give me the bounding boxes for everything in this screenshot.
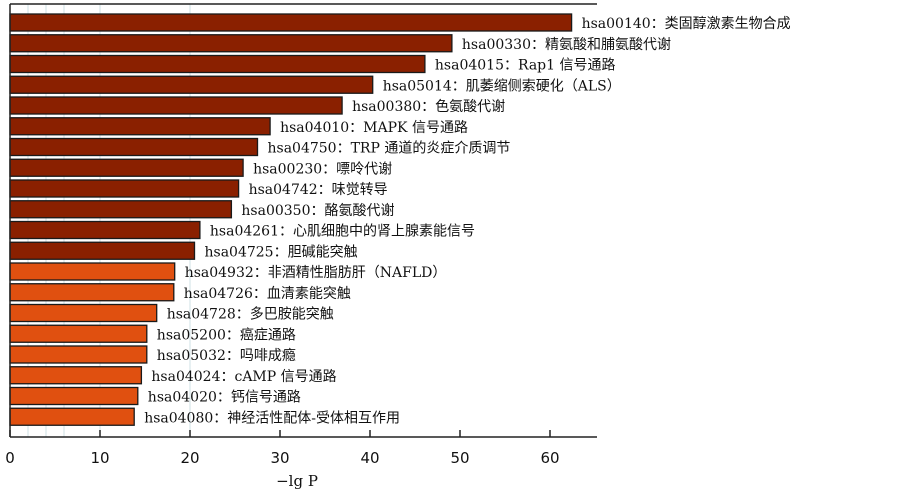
bar-label: hsa04080：神经活性配体-受体相互作用: [144, 410, 400, 426]
bar: [9, 54, 426, 74]
bar: [9, 303, 158, 323]
bar-label: hsa00350：酪氨酸代谢: [241, 203, 394, 219]
bar-label: hsa04010：MAPK 信号通路: [280, 120, 468, 136]
bar: [9, 324, 148, 343]
bar: [9, 241, 196, 260]
bar-label: hsa00140：类固醇激素生物合成: [582, 15, 791, 32]
bar-label: hsa05200：癌症通路: [157, 327, 296, 343]
bar: [9, 34, 453, 53]
tick-label: 60: [540, 449, 559, 467]
bar: [9, 96, 343, 115]
bar-label: hsa04020：钙信号通路: [148, 390, 301, 406]
bar: [9, 262, 176, 281]
bar-label: hsa04261：心肌细胞中的肾上腺素能信号: [210, 224, 475, 240]
tick-label: 0: [5, 449, 15, 467]
bar: [9, 220, 201, 240]
bar-label: hsa04932：非酒精性脂肪肝（NAFLD）: [185, 265, 447, 281]
bar-label: hsa04750：TRP 通道的炎症介质调节: [268, 141, 511, 157]
tick-label: 30: [270, 449, 289, 467]
bar-label: hsa05032：吗啡成瘾: [157, 347, 296, 364]
bar-label: hsa05014：肌萎缩侧索硬化（ALS）: [383, 77, 621, 94]
bar-label: hsa04726：血清素能突触: [184, 286, 351, 302]
bar-label: hsa04024：cAMP 信号通路: [151, 369, 336, 385]
bar-label: hsa04725：胆碱能突触: [205, 244, 358, 260]
bar: [9, 75, 374, 94]
x-axis-label: −lg P: [276, 472, 318, 490]
bar: [9, 407, 135, 426]
tick-label: 20: [180, 449, 199, 467]
bar-label: hsa04015：Rap1 信号通路: [435, 58, 616, 74]
bar: [9, 366, 143, 385]
tick-label: 10: [90, 449, 109, 467]
tick-label: 40: [360, 449, 379, 467]
bar: [9, 117, 271, 136]
bar-label: hsa00380：色氨酸代谢: [352, 98, 505, 115]
bar: [9, 179, 240, 198]
bars: hsa00140：类固醇激素生物合成 hsa00330：精氨酸和脯氨酸代谢 hsa0…: [9, 13, 791, 426]
bar-label: hsa00330：精氨酸和脯氨酸代谢: [462, 37, 671, 53]
bar: [9, 158, 244, 177]
bar: [9, 200, 233, 219]
tick-label: 50: [450, 449, 469, 467]
bar: [9, 283, 175, 302]
x-ticks: 0 10 20 30 40 50 60: [5, 430, 560, 467]
bar: [9, 13, 573, 32]
bar-label: hsa04742：味觉转导: [249, 182, 388, 198]
bar: [9, 345, 148, 364]
bar: [9, 386, 139, 406]
bar-label: hsa04728：多巴胺能突触: [167, 306, 334, 323]
bar-label: hsa00230：嘌呤代谢: [253, 161, 392, 177]
bar: [9, 137, 259, 157]
